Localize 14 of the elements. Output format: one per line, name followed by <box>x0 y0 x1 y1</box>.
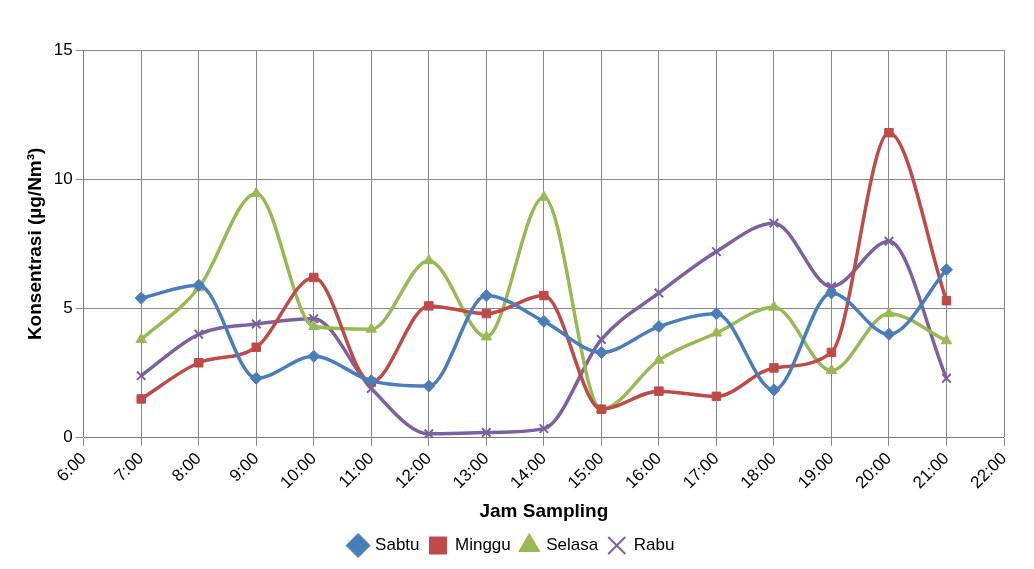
y-tick-label: 5 <box>63 298 73 318</box>
legend-label: Sabtu <box>375 535 420 555</box>
y-tick-label: 10 <box>53 168 73 188</box>
x-tick-label: 6:00 <box>53 448 90 486</box>
y-tick-label: 0 <box>63 427 73 447</box>
legend-label: Rabu <box>633 535 675 555</box>
legend-label: Minggu <box>455 535 511 555</box>
x-tick-label: 7:00 <box>110 448 148 486</box>
y-axis-title: Konsentrasi (µg/Nm³) <box>23 147 45 341</box>
x-tick-label: 9:00 <box>225 448 263 486</box>
legend-label: Selasa <box>546 535 599 555</box>
x-axis-title: Jam Sampling <box>479 499 609 521</box>
x-tick-label: 8:00 <box>168 448 205 486</box>
y-tick-label: 15 <box>53 39 73 59</box>
